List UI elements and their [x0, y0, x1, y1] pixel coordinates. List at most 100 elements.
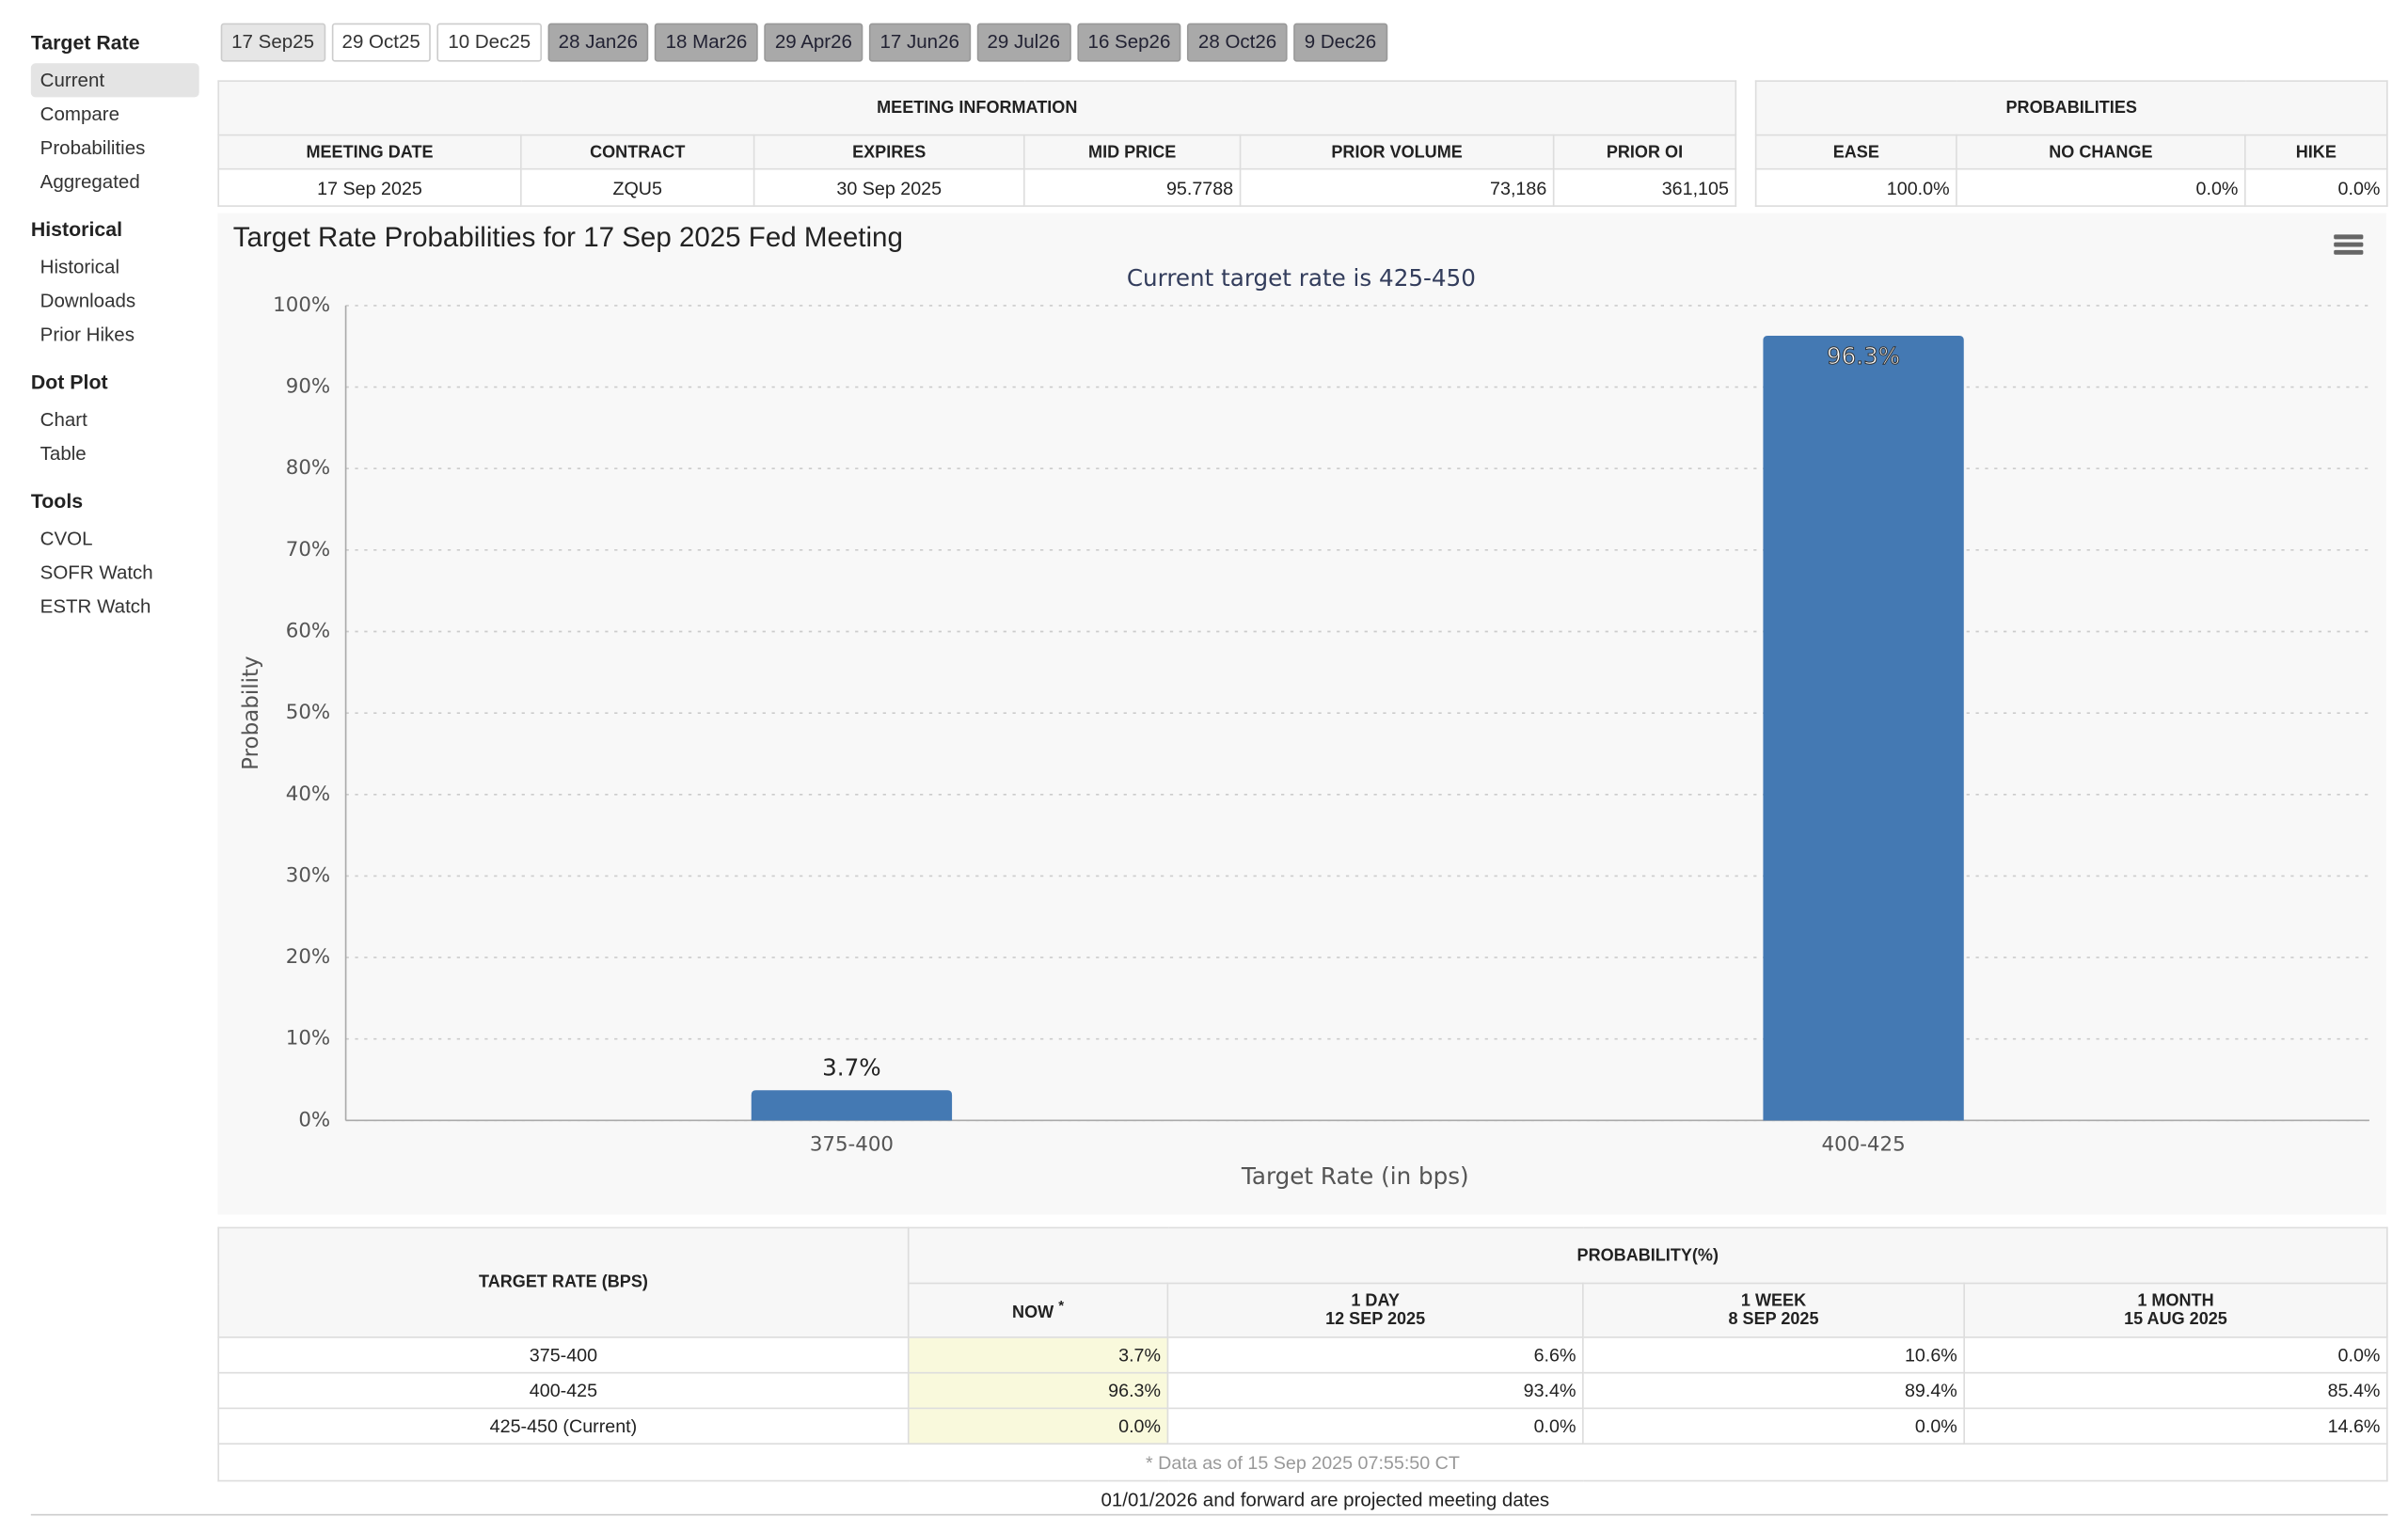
sidebar-link[interactable]: Probabilities: [40, 137, 146, 160]
td: 30 Sep 2025: [752, 167, 1025, 207]
sidebar-heading: Historical: [30, 217, 123, 241]
y-tick-label: 60%: [286, 619, 330, 642]
sidebar-link[interactable]: SOFR Watch: [40, 561, 153, 584]
note: * Data as of 15 Sep 2025 07:55:50 CT: [217, 1443, 2388, 1482]
spacer: [0, 471, 209, 490]
sidebar-link[interactable]: ESTR Watch: [40, 595, 151, 618]
td: 361,105: [1552, 167, 1737, 207]
menu-icon[interactable]: [2334, 234, 2364, 255]
x-tick-label: 375-400: [810, 1133, 894, 1157]
probabilities-table: PROBABILITIES EASE NO CHANGE HIKE 100.0% 0.…: [1754, 80, 2388, 207]
td: 85.4%: [1963, 1371, 2388, 1410]
sidebar-link[interactable]: Compare: [40, 103, 120, 125]
th: CONTRACT: [520, 134, 755, 170]
td: 73,186: [1239, 167, 1555, 207]
sidebar-link[interactable]: Current: [30, 63, 199, 98]
meeting-tab[interactable]: 29 Oct25: [331, 23, 432, 62]
th: NO CHANGE: [1956, 134, 2246, 170]
th-text: 1 MONTH: [2137, 1291, 2214, 1311]
meeting-tab[interactable]: 29 Apr26: [764, 23, 863, 62]
spacer: [0, 624, 209, 642]
td: 95.7788: [1022, 167, 1242, 207]
td: 0.0%: [907, 1407, 1169, 1445]
th: 1 MONTH 15 AUG 2025: [1963, 1282, 2388, 1338]
td: 0.0%: [2244, 167, 2388, 207]
meeting-tab[interactable]: 18 Mar26: [655, 23, 758, 62]
meeting-tab[interactable]: 9 Dec26: [1293, 23, 1387, 62]
meeting-info-table: MEETING INFORMATION MEETING DATE CONTRACT…: [217, 80, 1737, 207]
th: PROBABILITY(%): [907, 1226, 2388, 1285]
td: 10.6%: [1582, 1336, 1965, 1374]
value-label: 3.7%: [822, 1053, 881, 1081]
meeting-tab[interactable]: 29 Jul26: [975, 23, 1071, 62]
sidebar-link[interactable]: Downloads: [40, 290, 136, 312]
td: 425-450 (Current): [217, 1407, 910, 1445]
th: 1 DAY 12 SEP 2025: [1166, 1282, 1584, 1338]
chart-subtitle: Current target rate is 425-450: [1127, 264, 1476, 292]
sidebar-link[interactable]: Chart: [40, 408, 87, 431]
y-tick-label: 30%: [286, 863, 330, 887]
chart-title: Target Rate Probabilities for 17 Sep 202…: [233, 222, 903, 253]
row: 425-450 (Current) 0.0% 0.0% 0.0% 14.6%: [217, 1407, 2388, 1445]
th: HIKE: [2244, 134, 2388, 170]
tbody: 375-400 3.7% 6.6% 10.6% 0.0% 400-425 96.3% 93.4…: [217, 1336, 2388, 1445]
th: MEETING DATE: [217, 134, 522, 170]
sidebar-link[interactable]: CVOL: [40, 528, 93, 550]
sidebar-link[interactable]: Historical: [40, 256, 120, 278]
td: 0.0%: [1582, 1407, 1965, 1445]
th: PRIOR VOLUME: [1239, 134, 1555, 170]
probability-table: TARGET RATE (BPS) PROBABILITY(%) NOW * 1 …: [217, 1226, 2388, 1482]
sidebar-link[interactable]: Table: [40, 442, 87, 465]
x-axis-label: Target Rate (in bps): [1241, 1162, 1469, 1190]
y-tick-label: 40%: [286, 782, 330, 806]
row: 400-425 96.3% 93.4% 89.4% 85.4%: [217, 1371, 2388, 1410]
th: EXPIRES: [752, 134, 1025, 170]
th-text: NOW: [1012, 1304, 1054, 1323]
th-text: 1 WEEK: [1740, 1291, 1807, 1311]
meeting-tab[interactable]: 17 Jun26: [869, 23, 971, 62]
th: NOW *: [907, 1282, 1169, 1338]
th-text: 1 DAY: [1351, 1291, 1400, 1311]
footer: 01/01/2026 and forward are projected mee…: [30, 1490, 2388, 1516]
td: 17 Sep 2025: [217, 167, 522, 207]
th: 1 WEEK 8 SEP 2025: [1582, 1282, 1965, 1338]
y-tick-label: 20%: [286, 945, 330, 969]
y-tick-label: 100%: [273, 293, 330, 317]
td: 93.4%: [1166, 1371, 1584, 1410]
sidebar-link[interactable]: Prior Hikes: [40, 324, 135, 346]
meeting-tab[interactable]: 10 Dec25: [436, 23, 542, 62]
bar: [751, 1090, 953, 1121]
th-date: 12 SEP 2025: [1325, 1310, 1426, 1329]
table-title: MEETING INFORMATION: [217, 80, 1737, 136]
td: 0.0%: [1166, 1407, 1584, 1445]
sidebar-link[interactable]: Aggregated: [40, 171, 140, 194]
th: EASE: [1754, 134, 1957, 170]
th-date: 15 AUG 2025: [2124, 1310, 2227, 1329]
y-tick-label: 50%: [286, 701, 330, 724]
meeting-tab[interactable]: 28 Oct26: [1187, 23, 1288, 62]
th: MID PRICE: [1022, 134, 1242, 170]
td: 0.0%: [1956, 167, 2246, 207]
spacer: [0, 352, 209, 371]
th-date: 8 SEP 2025: [1728, 1310, 1819, 1329]
tabs: 17 Sep25 29 Oct25 10 Dec25 28 Jan26 18 Mar26…: [220, 23, 1387, 62]
y-tick-label: 70%: [286, 538, 330, 561]
spacer: [0, 199, 209, 218]
y-tick-label: 90%: [286, 375, 330, 399]
value-label: 96.3%: [1827, 342, 1900, 370]
meeting-tab[interactable]: 28 Jan26: [547, 23, 649, 62]
td: 400-425: [217, 1371, 910, 1410]
th-mark: *: [1058, 1298, 1065, 1314]
td: 14.6%: [1963, 1407, 2388, 1445]
y-tick-label: 80%: [286, 456, 330, 480]
sidebar-heading: Target Rate: [30, 30, 140, 55]
y-axis-label: Probability: [239, 656, 263, 769]
meeting-tab[interactable]: 17 Sep25: [220, 23, 325, 62]
sidebar-heading: Tools: [30, 489, 84, 513]
bar: [1763, 335, 1964, 1121]
sidebar: Target Rate Current Compare Probabilities Ag…: [0, 31, 209, 642]
meeting-tab[interactable]: 16 Sep26: [1077, 23, 1181, 62]
td: 89.4%: [1582, 1371, 1965, 1410]
td: 0.0%: [1963, 1336, 2388, 1374]
